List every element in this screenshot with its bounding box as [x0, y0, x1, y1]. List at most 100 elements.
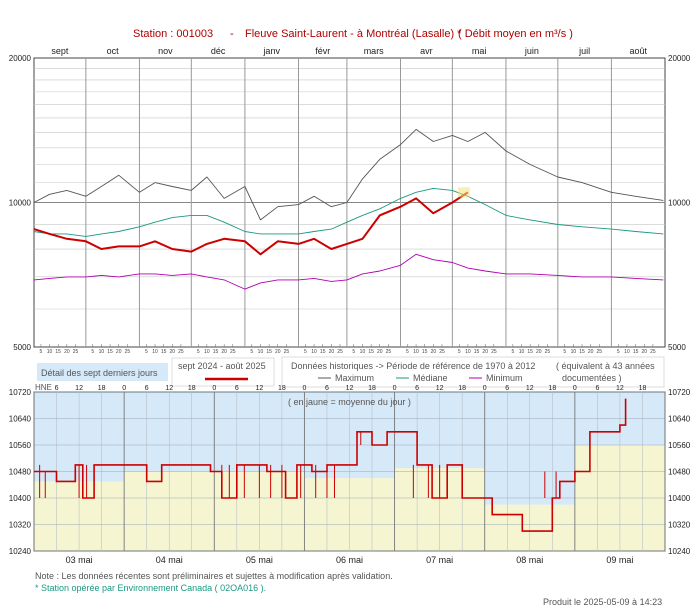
- hour-label: 6: [415, 385, 419, 392]
- day-tick-label: 25: [337, 349, 343, 355]
- day-tick-label: 15: [527, 349, 533, 355]
- detail-box: [37, 363, 168, 381]
- hour-label: 18: [548, 385, 556, 392]
- detail-y-label-right: 10720: [668, 388, 691, 397]
- day-tick-label: 15: [161, 349, 167, 355]
- day-tick-label: 5: [406, 349, 409, 355]
- detail-y-label-left: 10640: [9, 415, 32, 424]
- day-tick-label: 5: [458, 349, 461, 355]
- month-label: juin: [524, 46, 539, 56]
- day-tick-label: 10: [360, 349, 366, 355]
- current-period-box: [171, 357, 275, 387]
- series-line-current: [33, 191, 469, 256]
- detail-series: [34, 398, 627, 532]
- detail-y-label-left: 10560: [9, 441, 32, 450]
- day-tick-label: 10: [571, 349, 577, 355]
- max-label: Maximum: [335, 373, 374, 383]
- y-tick-label-right: 5000: [668, 343, 686, 352]
- day-tick-label: 25: [439, 349, 445, 355]
- series-line-maximum: [33, 128, 664, 221]
- day-tick-label: 15: [422, 349, 428, 355]
- hour-label: 0: [302, 385, 306, 392]
- hour-label: 6: [325, 385, 329, 392]
- detail-series-line: [34, 398, 627, 532]
- y-tick-label-left: 20000: [9, 54, 32, 63]
- hour-label: 6: [145, 385, 149, 392]
- legend: Détail des sept derniers jours sept 2024…: [37, 356, 665, 388]
- detail-y-label-left: 10720: [9, 388, 32, 397]
- hour-label: 18: [458, 385, 466, 392]
- day-label: 06 mai: [336, 555, 363, 565]
- hour-label: 0: [483, 385, 487, 392]
- day-tick-label: 20: [431, 349, 437, 355]
- month-label: avr: [420, 46, 433, 56]
- month-label: août: [629, 46, 647, 56]
- day-tick-label: 20: [377, 349, 383, 355]
- detail-y-label-right: 10240: [668, 547, 691, 556]
- hour-label: 18: [278, 385, 286, 392]
- detail-y-label-left: 10240: [9, 547, 32, 556]
- day-tick-label: 5: [40, 349, 43, 355]
- hne-label: HNE: [35, 383, 52, 392]
- hour-label: 18: [368, 385, 376, 392]
- detail-grid: [33, 391, 666, 552]
- hour-labels: 6 12 18 0 6 12 18 0 6 12 18 0 6 12 18 0 6 12 18 0 6 12 18 0 6 12 1…: [55, 385, 647, 392]
- day-tick-label: 25: [650, 349, 656, 355]
- day-tick-label: 20: [275, 349, 281, 355]
- annual-y-ticks: 20000 20000 10000 10000 5000 5000: [9, 54, 691, 352]
- detail-y-ticks: 10240 10240 10320 10320 10400 10400 10480 10480…: [9, 388, 691, 556]
- day-tick-label: 15: [266, 349, 272, 355]
- hour-label: 0: [573, 385, 577, 392]
- hour-label: 6: [235, 385, 239, 392]
- day-tick-label: 15: [55, 349, 61, 355]
- y-tick-label-left: 5000: [13, 343, 31, 352]
- day-tick-label: 25: [284, 349, 290, 355]
- day-tick-label: 10: [624, 349, 630, 355]
- day-tick-label: 10: [99, 349, 105, 355]
- day-tick-label: 15: [474, 349, 480, 355]
- detail-y-label-left: 10400: [9, 494, 32, 503]
- detail-y-label-left: 10480: [9, 468, 32, 477]
- day-tick-label: 20: [588, 349, 594, 355]
- y-tick-label-right: 10000: [668, 199, 691, 208]
- day-tick-label: 25: [178, 349, 184, 355]
- month-label: nov: [158, 46, 173, 56]
- hour-label: 6: [55, 385, 59, 392]
- month-label: févr: [315, 46, 330, 56]
- yellow-annotation: ( en jaune = moyenne du jour ): [288, 397, 411, 407]
- month-label: sept: [51, 46, 69, 56]
- day-tick-label: 20: [116, 349, 122, 355]
- unit-label: ( Débit moyen en m³/s ): [458, 28, 573, 40]
- detail-y-label-right: 10560: [668, 441, 691, 450]
- day-tick-label: 5: [91, 349, 94, 355]
- month-label: oct: [107, 46, 120, 56]
- annual-series: [33, 128, 664, 290]
- day-tick-label: 25: [73, 349, 79, 355]
- day-label: 05 mai: [246, 555, 273, 565]
- detail-y-label-right: 10640: [668, 415, 691, 424]
- station-id: Station : 001003: [133, 28, 213, 40]
- day-label: 07 mai: [426, 555, 453, 565]
- produced-date: Produit le 2025-05-09 à 14:23: [543, 597, 662, 607]
- y-tick-label-left: 10000: [9, 199, 32, 208]
- note-preliminary: Note : Les données récentes sont prélimi…: [35, 571, 393, 581]
- day-tick-label: 25: [125, 349, 131, 355]
- day-tick-label: 10: [258, 349, 264, 355]
- detail-y-label-right: 10480: [668, 468, 691, 477]
- day-tick-label: 10: [152, 349, 158, 355]
- day-tick-label: 10: [47, 349, 53, 355]
- day-tick-labels: 5 10 15 20 25 5 10 15 20 25 5 10 15 20 25 5 10 15 20 25 5 10 1…: [40, 349, 656, 355]
- day-tick-label: 5: [304, 349, 307, 355]
- day-tick-label: 15: [320, 349, 326, 355]
- hour-label: 6: [505, 385, 509, 392]
- hour-label: 6: [595, 385, 599, 392]
- min-label: Minimum: [486, 373, 523, 383]
- day-tick-label: 5: [145, 349, 148, 355]
- day-tick-label: 10: [311, 349, 317, 355]
- day-tick-label: 5: [617, 349, 620, 355]
- hour-label: 18: [98, 385, 106, 392]
- series-line-médiane: [33, 187, 664, 237]
- detail-y-label-right: 10400: [668, 494, 691, 503]
- detail-y-label-left: 10320: [9, 521, 32, 530]
